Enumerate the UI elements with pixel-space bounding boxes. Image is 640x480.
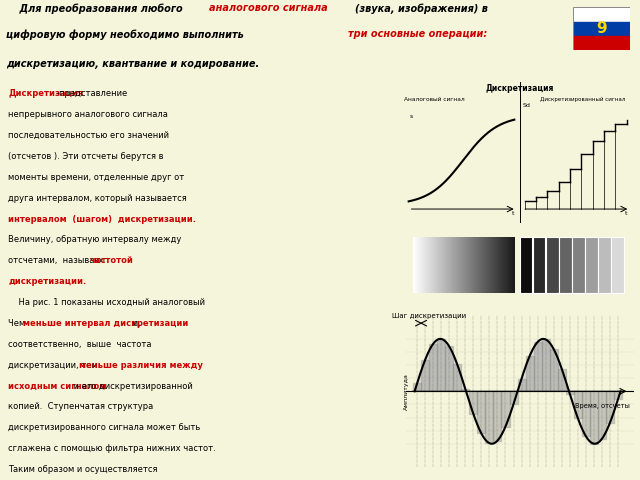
Text: исходным сигналом: исходным сигналом: [8, 382, 106, 391]
Text: Дискретизация: Дискретизация: [486, 84, 554, 93]
Bar: [611, 237, 624, 293]
Text: Величину, обратную интервалу между: Величину, обратную интервалу между: [8, 236, 181, 244]
Text: дискретизации, тем: дискретизации, тем: [8, 360, 100, 370]
Text: 9: 9: [596, 21, 607, 36]
Text: Дискретизация: Дискретизация: [8, 89, 83, 98]
Text: (отсчетов ). Эти отсчеты берутся в: (отсчетов ). Эти отсчеты берутся в: [8, 152, 164, 161]
Text: аналогового сигнала: аналогового сигнала: [209, 3, 332, 13]
Bar: [533, 237, 545, 293]
Text: непрерывного аналогового сигнала: непрерывного аналогового сигнала: [8, 110, 168, 120]
Text: меньше интервал дискретизации: меньше интервал дискретизации: [23, 319, 188, 328]
Text: меньше различия между: меньше различия между: [79, 360, 202, 370]
Text: t: t: [625, 212, 627, 216]
Text: соответственно,  выше  частота: соответственно, выше частота: [8, 340, 152, 349]
Text: Sd: Sd: [522, 103, 530, 108]
Text: и его дискретизированной: и его дискретизированной: [71, 382, 193, 391]
Text: три основные операции:: три основные операции:: [348, 29, 487, 39]
Text: и,: и,: [131, 319, 141, 328]
Text: последовательностью его значений: последовательностью его значений: [8, 131, 169, 140]
Text: цифровую форму необходимо выполнить: цифровую форму необходимо выполнить: [6, 29, 251, 40]
Text: -представление: -представление: [56, 89, 127, 98]
Text: Время, отсчеты: Время, отсчеты: [575, 403, 630, 409]
Bar: [573, 22, 630, 36]
Bar: [586, 237, 598, 293]
Bar: [573, 36, 630, 50]
Text: интервалом  (шагом)  дискретизации.: интервалом (шагом) дискретизации.: [8, 215, 196, 224]
Bar: [598, 237, 611, 293]
Text: частотой: частотой: [90, 256, 134, 265]
Text: копией.  Ступенчатая структура: копией. Ступенчатая структура: [8, 402, 154, 411]
Text: Амплитуда: Амплитуда: [404, 373, 409, 410]
Text: Чем: Чем: [8, 319, 28, 328]
Text: отсчетами,  называют: отсчетами, называют: [8, 256, 112, 265]
Text: дискретизации.: дискретизации.: [8, 277, 86, 286]
Text: дискретизированного сигнала может быть: дискретизированного сигнала может быть: [8, 423, 200, 432]
Text: моменты времени, отделенные друг от: моменты времени, отделенные друг от: [8, 173, 184, 182]
Bar: [572, 237, 584, 293]
Text: s: s: [410, 114, 413, 119]
Text: t: t: [512, 212, 515, 216]
Text: Аналоговый сигнал: Аналоговый сигнал: [404, 97, 465, 102]
Bar: [546, 237, 559, 293]
Bar: [559, 237, 572, 293]
Bar: [573, 7, 630, 22]
Text: дискретизацию, квантвание и кодирование.: дискретизацию, квантвание и кодирование.: [6, 59, 260, 69]
Text: Таким образом и осуществляется: Таким образом и осуществляется: [8, 465, 157, 474]
Text: На рис. 1 показаны исходный аналоговый: На рис. 1 показаны исходный аналоговый: [8, 298, 205, 307]
Text: друга интервалом, который называется: друга интервалом, который называется: [8, 194, 187, 203]
Text: сглажена с помощью фильтра нижних частот.: сглажена с помощью фильтра нижних частот…: [8, 444, 216, 453]
Text: Дискретизированный сигнал: Дискретизированный сигнал: [540, 97, 625, 102]
Text: (звука, изображения) в: (звука, изображения) в: [355, 3, 488, 14]
Bar: [520, 237, 532, 293]
Text: Для преобразования любого: Для преобразования любого: [6, 3, 186, 14]
Text: Шаг дискретизации: Шаг дискретизации: [392, 313, 467, 319]
